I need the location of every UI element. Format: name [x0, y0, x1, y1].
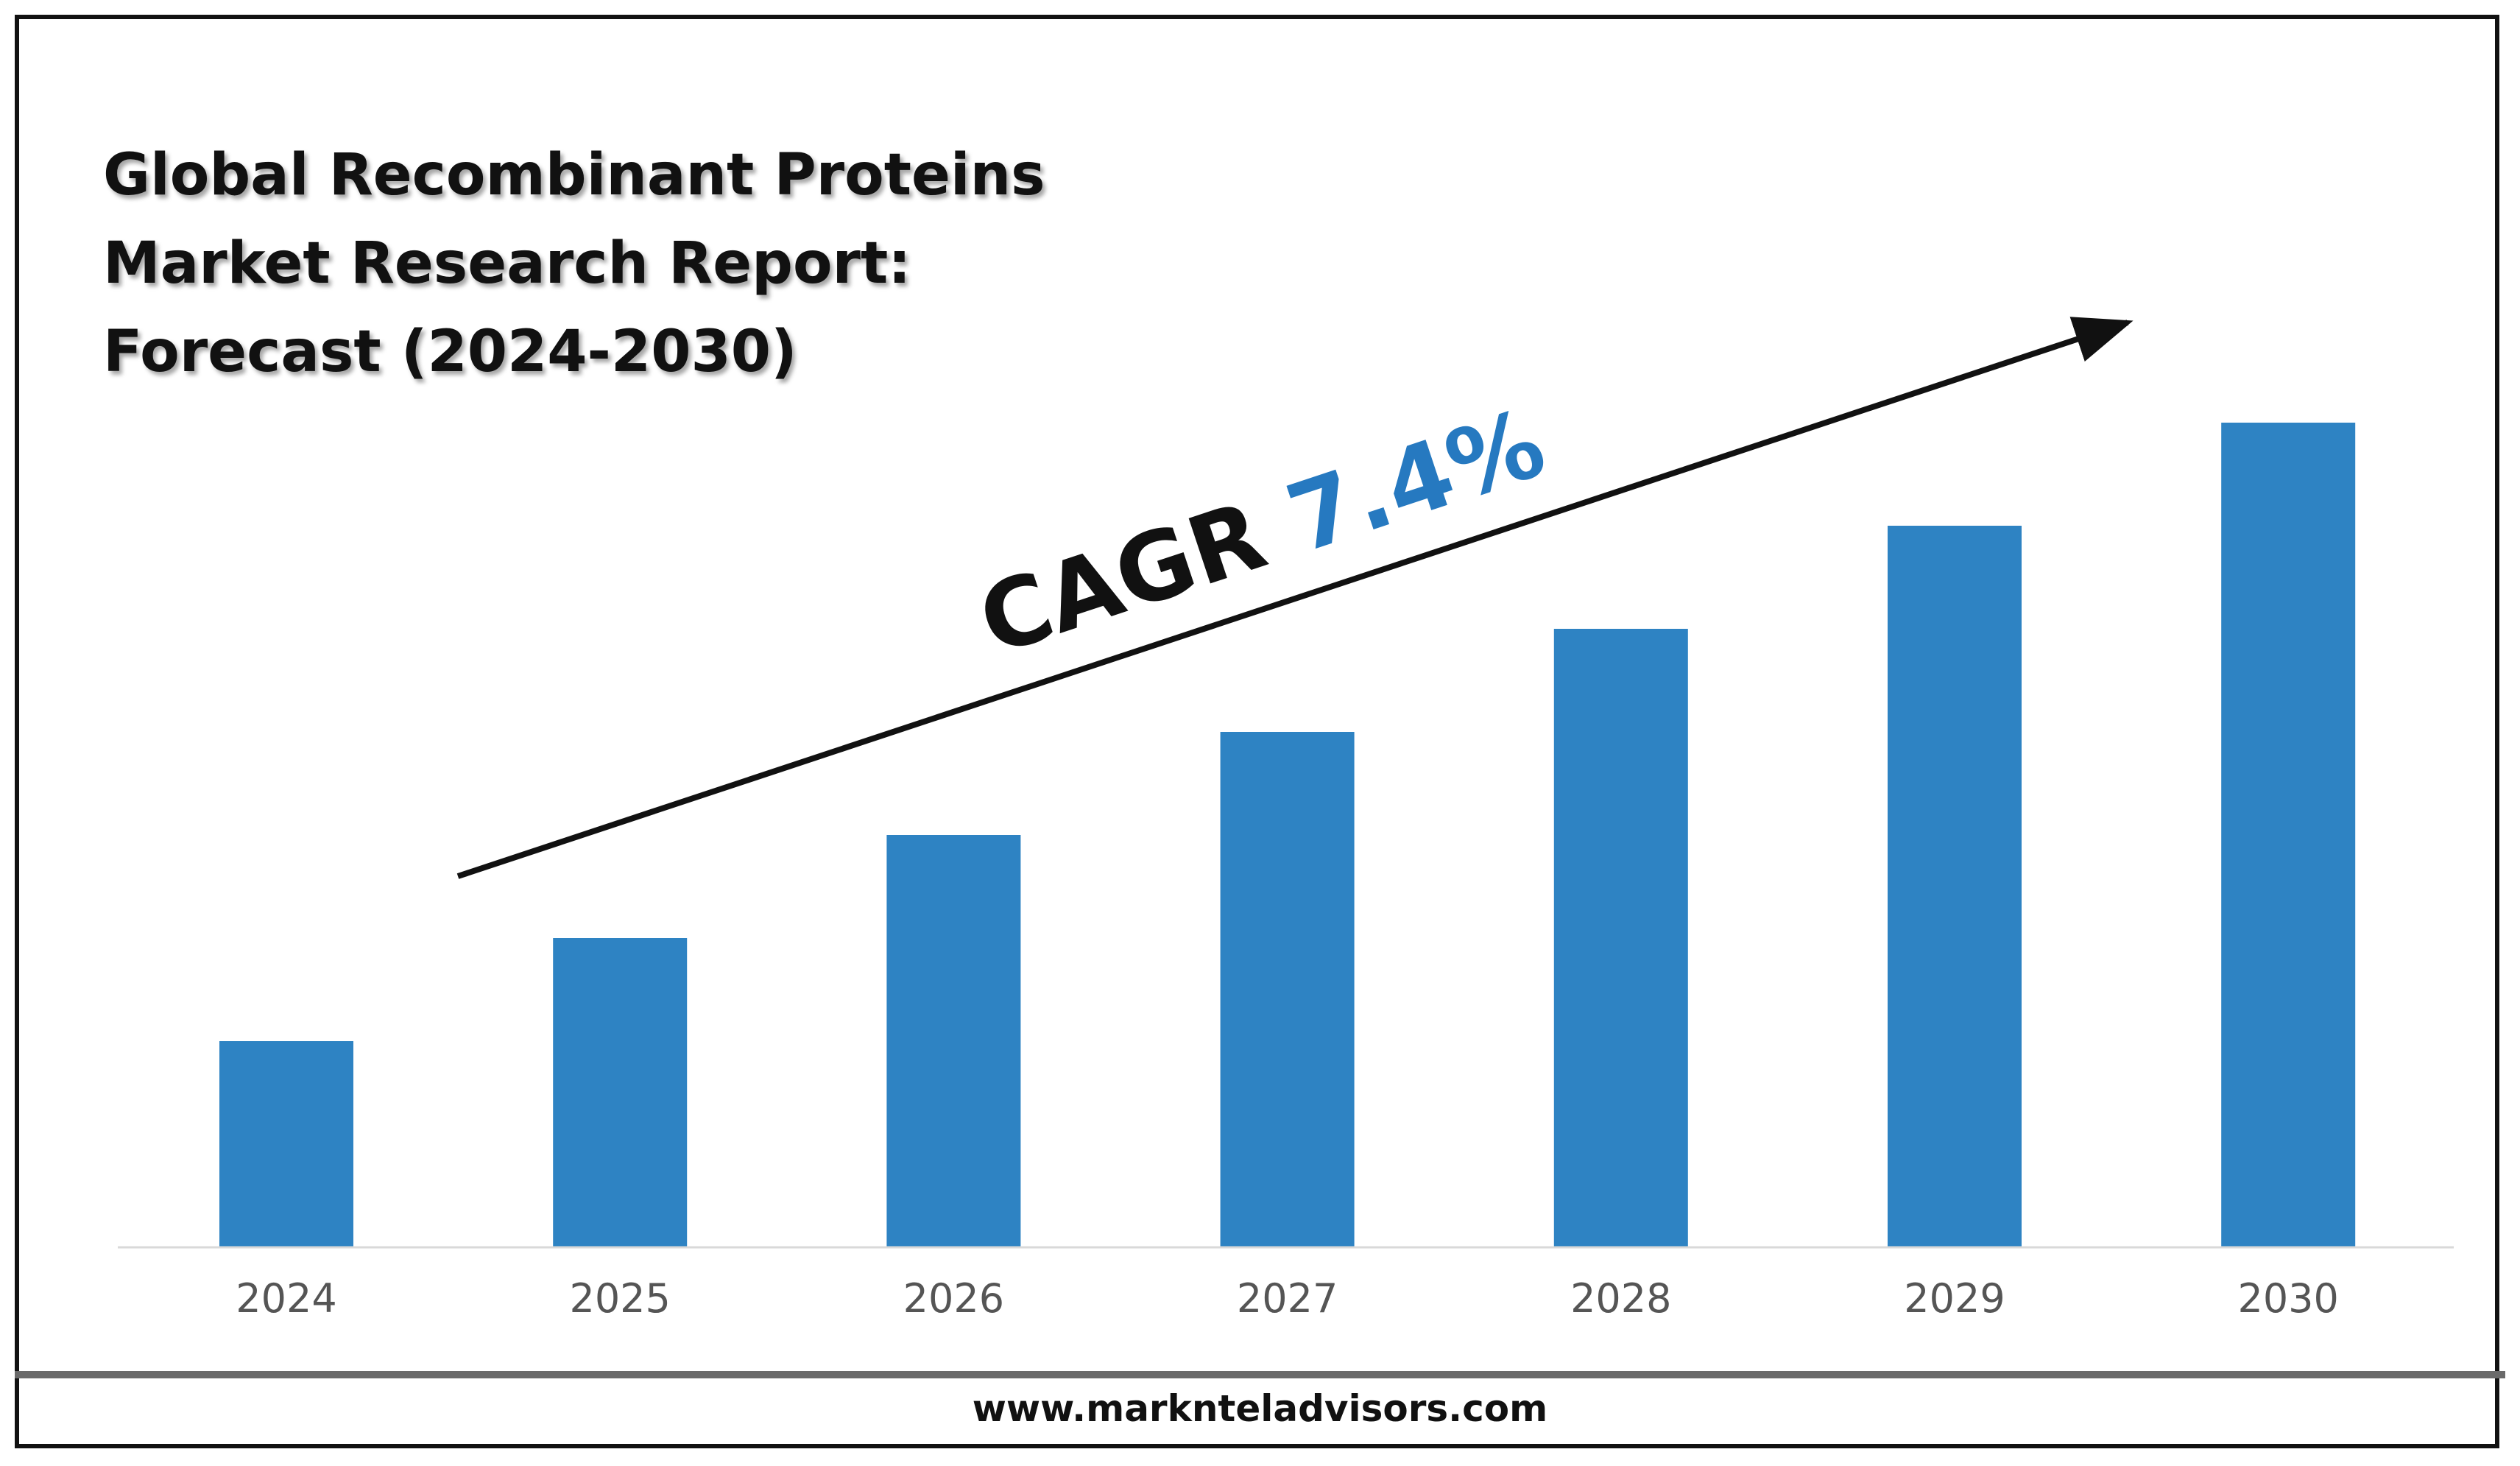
bars-group [219, 423, 2356, 1247]
bar-2027 [1220, 732, 1355, 1247]
bar-2028 [1553, 629, 1688, 1247]
x-tick-label-2029: 2029 [1904, 1275, 2005, 1322]
title-line-1: Global Recombinant Proteins [103, 142, 1045, 208]
cagr-annotation: CAGR 7.4% [967, 388, 1558, 677]
x-tick-label-2026: 2026 [903, 1275, 1004, 1322]
x-tick-label-2025: 2025 [569, 1275, 670, 1322]
x-tick-label-2027: 2027 [1237, 1275, 1338, 1322]
bar-2026 [886, 835, 1021, 1247]
cagr-value: 7.4% [1275, 388, 1558, 574]
x-tick-label-2030: 2030 [2237, 1275, 2338, 1322]
bar-2024 [219, 1041, 353, 1247]
trend-arrow [456, 317, 2133, 879]
x-tick-label-2028: 2028 [1570, 1275, 1671, 1322]
x-tick-labels: 2024 2025 2026 2027 2028 2029 2030 [236, 1275, 2339, 1322]
footer-url: www.marknteladvisors.com [972, 1387, 1548, 1430]
bar-2030 [2221, 423, 2356, 1247]
bar-2025 [553, 938, 688, 1247]
title-line-2: Market Research Report: [103, 230, 911, 297]
chart-title: Global Recombinant Proteins Market Resea… [103, 131, 1045, 396]
footer-divider [15, 1371, 2505, 1378]
cagr-prefix: CAGR [967, 471, 1310, 677]
bar-2029 [1888, 526, 2022, 1247]
x-tick-label-2024: 2024 [236, 1275, 336, 1322]
title-line-3: Forecast (2024-2030) [103, 319, 797, 385]
